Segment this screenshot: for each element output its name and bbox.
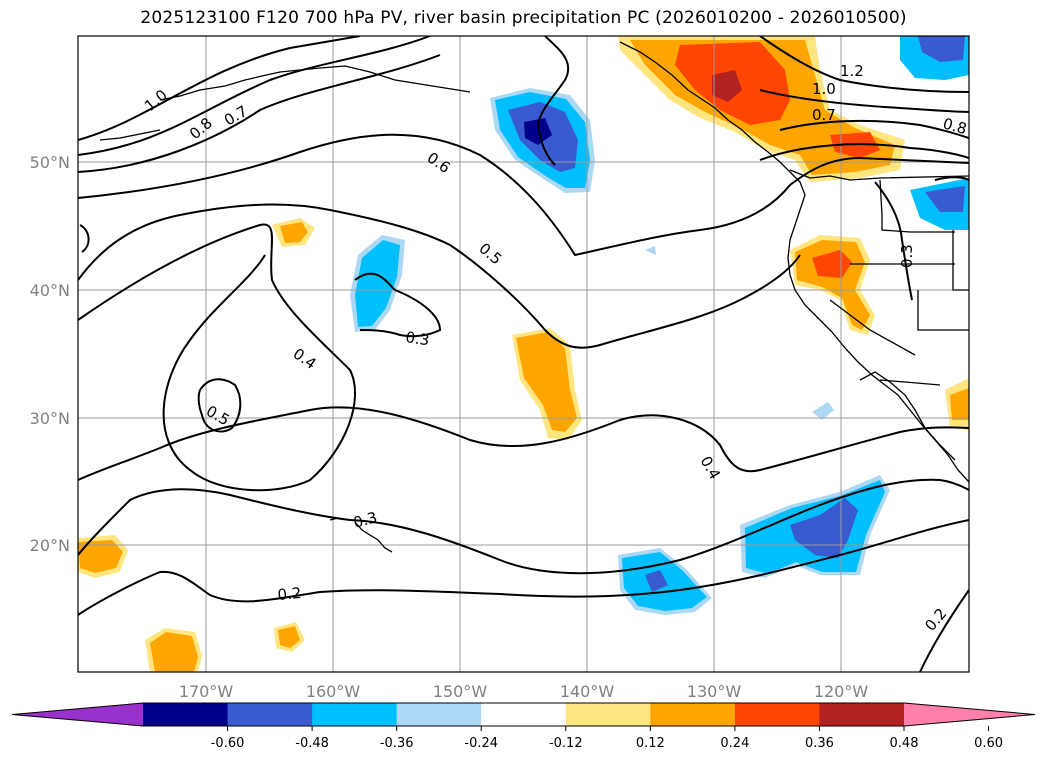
colorbar-segment	[650, 703, 736, 726]
negative-anomaly-goa-dark	[524, 118, 552, 145]
lat-label: 30°N	[30, 409, 70, 428]
colorbar-tick-label: -0.24	[464, 736, 498, 751]
positive-anomaly-south-1-core	[150, 632, 198, 672]
contour-label: 0.3	[351, 508, 379, 532]
positive-anomaly-small-1-core	[280, 222, 308, 243]
colorbar-outline	[11, 702, 1036, 727]
contour-label: 1.0	[812, 80, 836, 98]
colorbar-tick-label: -0.36	[380, 736, 414, 751]
positive-anomaly-south-2-core	[278, 626, 300, 648]
positive-anomaly-mexico-core	[950, 388, 969, 420]
lon-label: 160°W	[306, 682, 361, 701]
colorbar-segment	[734, 703, 820, 726]
map-title: 2025123100 F120 700 hPa PV, river basin …	[140, 8, 907, 28]
colorbar-tick-label: -0.60	[211, 736, 245, 751]
contour-label: 0.2	[277, 584, 302, 604]
lon-label: 150°W	[433, 682, 488, 701]
positive-anomaly-mid-core	[516, 332, 577, 432]
positive-anomaly-ca-core	[812, 250, 852, 278]
colorbar-extend-min	[12, 703, 143, 726]
lon-label: 120°W	[814, 682, 869, 701]
contour-label: 0.7	[812, 106, 836, 124]
coastlines	[99, 41, 969, 553]
map-content: 1.0 0.8 0.7 0.6 0.5 0.3 0.4 0.5 0.3 0.2 …	[78, 36, 969, 672]
contour-label: 1.2	[840, 62, 864, 80]
contour-label: 0.3	[404, 328, 430, 349]
pv-contours	[78, 36, 969, 672]
positive-anomaly-west-core	[78, 540, 123, 573]
negative-anomaly-central-core	[355, 240, 400, 327]
negative-anomaly-ne-core	[918, 36, 965, 62]
colorbar-segment	[396, 703, 482, 726]
lon-label: 170°W	[179, 682, 234, 701]
longitude-labels: 170°W 160°W 150°W 140°W 130°W 120°W	[179, 682, 869, 701]
colorbar-extend-max	[904, 703, 1035, 726]
lon-label: 140°W	[560, 682, 615, 701]
contour-label: 0.8	[941, 114, 969, 138]
negative-anomaly-tiny	[812, 402, 834, 420]
map-frame	[77, 35, 970, 673]
colorbar-segment	[481, 703, 567, 726]
colorbar-tick-label: 0.24	[720, 736, 749, 751]
colorbar-segment	[143, 703, 229, 726]
lon-label: 130°W	[687, 682, 742, 701]
positive-anomaly-bc-dark	[712, 70, 742, 102]
contour-label: 0.3	[898, 244, 916, 268]
lat-label: 50°N	[30, 153, 70, 172]
colorbar-tick-label: 0.12	[636, 736, 665, 751]
colorbar: -0.60 -0.48 -0.36 -0.24 -0.12 0.12 0.24 0.36 0.4…	[11, 702, 1036, 751]
colorbar-tick-label: -0.12	[549, 736, 583, 751]
lat-label: 40°N	[30, 281, 70, 300]
negative-anomaly-pnw-core	[925, 186, 965, 212]
colorbar-segment	[227, 703, 313, 726]
colorbar-tick-label: 0.48	[890, 736, 919, 751]
latitude-labels: 50°N 40°N 30°N 20°N	[30, 153, 70, 555]
negative-anomaly-tiny-2	[645, 246, 656, 255]
colorbar-segment	[312, 703, 398, 726]
negative-anomaly-s-core	[645, 570, 668, 592]
colorbar-tick-label: 0.60	[974, 736, 1003, 751]
colorbar-tick-label: -0.48	[295, 736, 329, 751]
colorbar-segment	[565, 703, 651, 726]
colorbar-segment	[819, 703, 905, 726]
lat-label: 20°N	[30, 536, 70, 555]
colorbar-tick-label: 0.36	[805, 736, 834, 751]
